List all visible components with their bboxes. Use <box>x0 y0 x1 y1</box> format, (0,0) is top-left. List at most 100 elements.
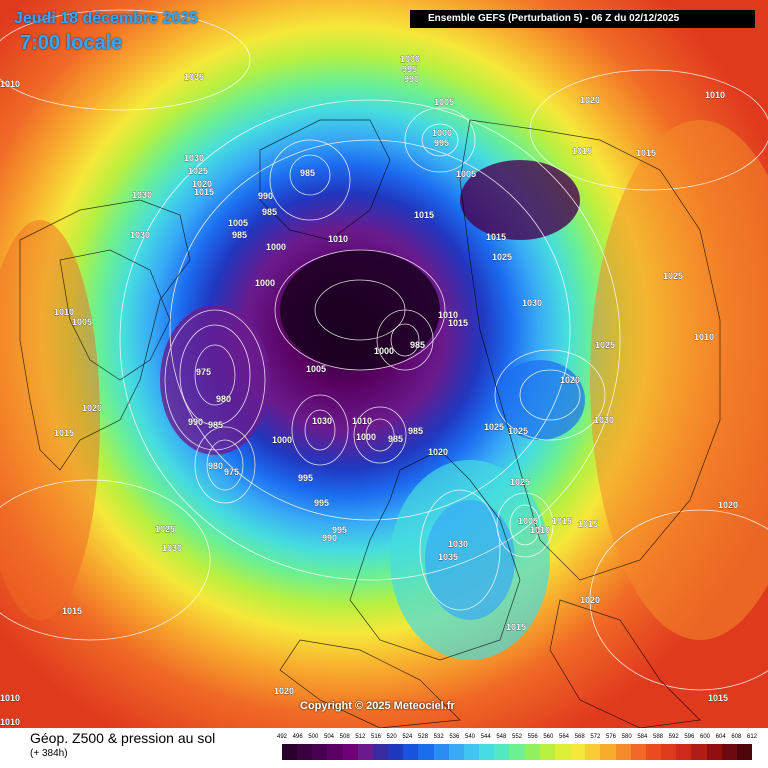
color-scale-swatch <box>372 744 389 760</box>
color-scale-label: 568 <box>574 734 585 740</box>
pressure-label: 1020 <box>560 375 580 385</box>
color-scale-label: 556 <box>527 734 538 740</box>
color-scale-label: 608 <box>731 734 742 740</box>
color-scale-label: 520 <box>386 734 397 740</box>
color-scale-label: 536 <box>449 734 460 740</box>
color-scale-swatch <box>554 744 571 760</box>
color-scale-label: 580 <box>621 734 632 740</box>
color-scale-label: 516 <box>370 734 382 740</box>
color-scale-swatch <box>676 744 692 760</box>
color-scale-swatch <box>388 744 404 760</box>
pressure-label: 1010 <box>54 307 74 317</box>
color-scale-swatch <box>524 744 541 760</box>
color-scale-label: 560 <box>543 734 554 740</box>
pressure-label: 980 <box>208 461 223 471</box>
color-scale-label: 564 <box>558 734 570 740</box>
pressure-label: 1030 <box>184 153 204 163</box>
pressure-labels: 1010 1035 1000 995 990 1005 1020 1010 10… <box>0 54 738 727</box>
pressure-label: 1030 <box>162 543 182 553</box>
pressure-label: 1000 <box>356 432 376 442</box>
pressure-label: 985 <box>232 230 247 240</box>
pressure-label: 1010 <box>0 693 20 703</box>
pressure-label: 1030 <box>594 415 614 425</box>
pressure-label: 1005 <box>518 516 538 526</box>
color-scale-swatch <box>539 744 556 760</box>
color-scale-label: 532 <box>433 734 444 740</box>
warm-ridge-east <box>590 120 768 640</box>
pressure-label: 990 <box>404 74 419 84</box>
pressure-label: 1025 <box>155 524 175 534</box>
copyright-notice: Copyright © 2025 Meteociel.fr <box>300 700 455 712</box>
pressure-label: 1015 <box>194 187 214 197</box>
color-scale-label: 504 <box>323 734 335 740</box>
color-scale-swatch <box>297 744 313 760</box>
color-scale-label: 552 <box>511 734 523 740</box>
color-scale-label: 508 <box>339 734 350 740</box>
color-scale-label: 512 <box>355 734 366 740</box>
pressure-label: 1010 <box>694 332 714 342</box>
forecast-time: 7:00 locale <box>20 32 123 54</box>
color-scale-swatch <box>433 744 450 760</box>
pressure-label: 1010 <box>438 310 458 320</box>
color-scale-label: 596 <box>684 734 695 740</box>
pressure-label: 1030 <box>448 539 468 549</box>
color-scale-swatch <box>357 744 374 760</box>
pressure-label: 1005 <box>306 364 326 374</box>
pressure-label: 1030 <box>522 298 542 308</box>
color-scale-swatch <box>570 744 586 760</box>
color-scale-swatch <box>600 744 617 760</box>
color-scale-swatch <box>342 744 359 760</box>
color-scale-swatch <box>494 744 510 760</box>
pressure-label: 1015 <box>486 232 506 242</box>
pressure-label: 1025 <box>510 477 530 487</box>
color-scale-label: 524 <box>402 734 413 740</box>
legend-subtitle: (+ 384h) <box>30 748 68 759</box>
weather-map: 1010 1035 1000 995 990 1005 1020 1010 10… <box>0 0 768 728</box>
pressure-label: 1020 <box>718 500 738 510</box>
color-scale-swatch <box>509 744 526 760</box>
color-scale-label: 548 <box>496 734 507 740</box>
pressure-label: 985 <box>300 168 315 178</box>
color-scale-swatch <box>479 744 495 760</box>
color-scale-bar <box>282 744 753 760</box>
pressure-label: 1010 <box>0 79 20 89</box>
low-asia <box>495 360 585 440</box>
pressure-label: 1015 <box>54 428 74 438</box>
pressure-label: 1005 <box>228 218 248 228</box>
color-scale-swatch <box>312 744 328 760</box>
color-scale-label: 500 <box>308 734 319 740</box>
color-scale-labels: 492 496 500 504 508 512 516 520 524 528 532 536 540 5… <box>277 734 757 744</box>
color-scale-label: 604 <box>715 734 726 740</box>
pressure-label: 1025 <box>484 422 504 432</box>
color-scale-label: 600 <box>699 734 711 740</box>
pressure-label: 1030 <box>130 230 150 240</box>
pressure-label: 995 <box>314 498 329 508</box>
pressure-label: 1015 <box>636 148 656 158</box>
pressure-label: 1025 <box>663 271 683 281</box>
pressure-label: 1000 <box>432 128 452 138</box>
pressure-label: 1000 <box>266 242 286 252</box>
color-scale-swatch <box>448 744 465 760</box>
pressure-label: 1030 <box>132 190 152 200</box>
color-scale-swatch <box>463 744 480 760</box>
color-scale-swatch <box>418 744 435 760</box>
color-scale-label: 572 <box>590 734 601 740</box>
color-scale-swatch <box>645 744 662 760</box>
coastlines <box>19 119 721 728</box>
pressure-label: 980 <box>216 394 231 404</box>
pressure-label: 1030 <box>312 416 332 426</box>
color-scale-label: 584 <box>637 734 648 740</box>
color-scale-label: 592 <box>668 734 679 740</box>
sea-level-pressure-isobars <box>0 9 768 691</box>
pressure-label: 1000 <box>374 346 394 356</box>
low-north-america <box>160 305 270 455</box>
color-scale-label: 540 <box>464 734 476 740</box>
pressure-label: 1020 <box>82 403 102 413</box>
low-siberia <box>460 160 580 240</box>
polar-vortex-core <box>280 250 440 370</box>
pressure-label: 1025 <box>188 166 208 176</box>
color-scale-swatch <box>721 744 738 760</box>
pressure-label: 1015 <box>572 146 592 156</box>
pressure-label: 1005 <box>72 317 92 327</box>
pressure-label: 1010 <box>530 525 550 535</box>
